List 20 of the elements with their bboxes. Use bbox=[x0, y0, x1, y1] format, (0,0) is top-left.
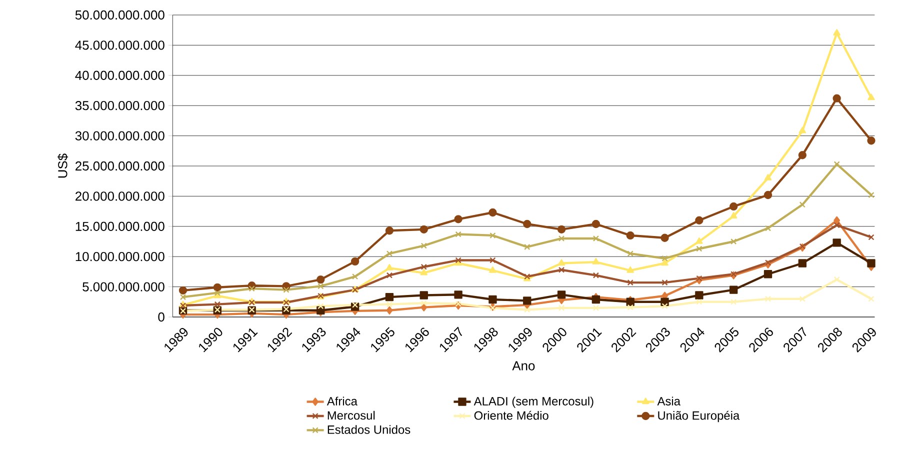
y-tick-label: 50.000.000.000 bbox=[75, 10, 164, 20]
legend-label: Oriente Médio bbox=[474, 410, 548, 420]
y-tick-label: 45.000.000.000 bbox=[75, 40, 164, 50]
legend-label: ALADI (sem Mercosul) bbox=[474, 396, 594, 408]
y-tick-label: 5.000.000.000 bbox=[82, 282, 164, 292]
legend-label: Mercosul bbox=[328, 410, 375, 420]
y-tick-label: 10.000.000.000 bbox=[76, 252, 164, 262]
x-axis-title: Ano bbox=[512, 361, 535, 370]
y-tick-label: 15.000.000.000 bbox=[76, 222, 164, 231]
y-tick-label: 20.000.000.000 bbox=[76, 192, 164, 201]
y-axis-title: US$ bbox=[58, 154, 68, 178]
y-tick-label: 0 bbox=[158, 312, 164, 322]
y-tick-label: 25.000.000.000 bbox=[76, 161, 164, 171]
legend-label: Africa bbox=[326, 396, 358, 406]
legend-label: Asia bbox=[657, 396, 680, 406]
legend-label: Estados Unidos bbox=[328, 425, 410, 434]
y-tick-label: 40.000.000.000 bbox=[75, 70, 164, 80]
y-tick-label: 30.000.000.000 bbox=[75, 131, 164, 140]
legend-label: União Européia bbox=[658, 410, 740, 422]
y-tick-label: 35.000.000.000 bbox=[75, 101, 164, 110]
